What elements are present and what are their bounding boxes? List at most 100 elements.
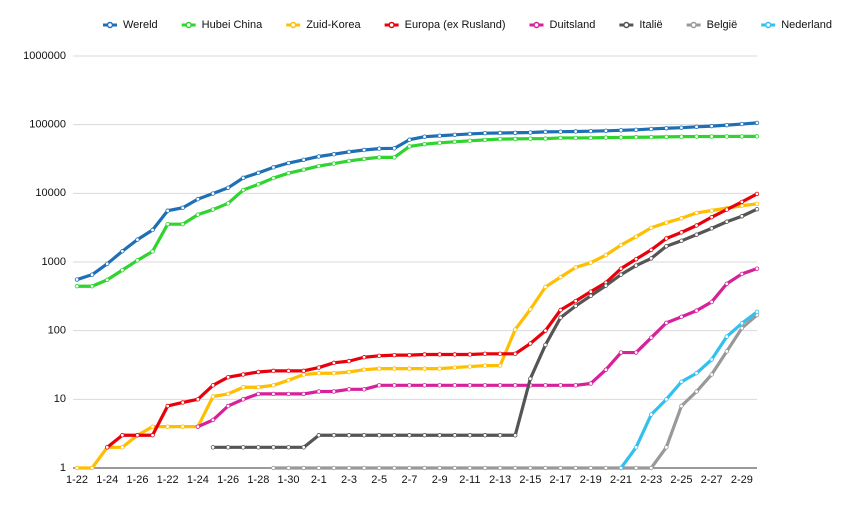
x-tick-label: 1-24 <box>187 474 209 486</box>
point <box>588 260 593 265</box>
point <box>739 214 745 219</box>
point <box>679 379 684 385</box>
point <box>271 465 276 471</box>
legend-item: Nederland <box>761 19 832 31</box>
x-tick-label: 2-19 <box>580 474 602 486</box>
point <box>618 465 624 471</box>
point <box>346 465 352 471</box>
legend-label: Duitsland <box>550 19 596 31</box>
point <box>105 261 110 267</box>
point <box>649 247 654 253</box>
point <box>558 465 563 471</box>
point <box>467 433 473 438</box>
series-line <box>77 202 758 470</box>
legend-item: België <box>686 19 737 31</box>
y-tick-label: 1000000 <box>23 50 66 62</box>
point <box>89 465 95 471</box>
point <box>407 352 412 358</box>
point <box>346 387 352 392</box>
point <box>346 369 352 375</box>
point <box>316 433 321 438</box>
point <box>120 433 125 438</box>
point <box>437 383 442 388</box>
point <box>694 134 699 139</box>
point <box>633 465 639 471</box>
point <box>150 424 155 429</box>
point <box>528 307 533 312</box>
point <box>407 433 412 438</box>
point <box>361 367 367 372</box>
point <box>301 157 306 162</box>
point <box>301 391 306 397</box>
point <box>452 383 457 388</box>
point <box>316 154 321 159</box>
point <box>452 352 457 357</box>
point <box>271 175 276 181</box>
point <box>528 341 533 346</box>
y-tick-label: 10 <box>54 393 66 405</box>
point <box>331 360 337 366</box>
point <box>422 352 427 357</box>
x-tick-label: 2-7 <box>401 474 417 486</box>
y-tick-label: 1000 <box>42 256 66 268</box>
point <box>679 238 684 243</box>
point <box>180 221 185 227</box>
point <box>377 366 382 371</box>
point <box>180 205 185 210</box>
point <box>633 135 639 140</box>
point <box>180 424 185 429</box>
point <box>739 134 745 139</box>
point <box>482 130 488 136</box>
x-tick-label: 2-11 <box>459 474 480 486</box>
point <box>210 207 216 212</box>
point <box>588 293 593 298</box>
x-tick-label: 2-1 <box>311 474 327 486</box>
x-tick-label: 2-17 <box>550 474 572 486</box>
point <box>588 465 593 471</box>
point <box>346 158 352 164</box>
point <box>241 175 246 181</box>
point <box>361 355 367 360</box>
point <box>271 391 276 397</box>
x-tick-label: 2-21 <box>610 474 632 486</box>
point <box>392 383 397 388</box>
point <box>286 391 291 397</box>
point <box>271 368 276 374</box>
point <box>694 371 699 376</box>
point <box>89 284 95 289</box>
point <box>392 465 397 471</box>
point <box>664 445 669 450</box>
point <box>120 249 125 254</box>
point <box>256 369 261 375</box>
point <box>618 242 624 248</box>
x-tick-label: 2-27 <box>701 474 723 486</box>
series-line <box>76 121 758 282</box>
point <box>618 266 624 271</box>
point <box>497 130 503 136</box>
legend-marker <box>533 21 540 29</box>
point <box>573 303 578 309</box>
legend-marker <box>388 21 395 29</box>
series-line <box>197 267 758 429</box>
point <box>649 412 654 417</box>
point <box>709 208 714 213</box>
legend-label: Italië <box>639 19 662 31</box>
point <box>392 155 397 160</box>
point <box>754 191 760 197</box>
point <box>724 334 729 339</box>
point <box>724 281 729 286</box>
point <box>286 377 291 383</box>
point <box>513 433 518 438</box>
point <box>316 465 321 471</box>
point <box>361 147 367 153</box>
point <box>543 465 548 471</box>
point <box>588 128 593 134</box>
point <box>316 389 321 394</box>
point <box>256 385 261 390</box>
point <box>286 368 291 374</box>
point <box>135 258 140 263</box>
point <box>331 152 337 157</box>
point <box>573 383 578 388</box>
point <box>497 465 503 471</box>
point <box>694 232 699 237</box>
